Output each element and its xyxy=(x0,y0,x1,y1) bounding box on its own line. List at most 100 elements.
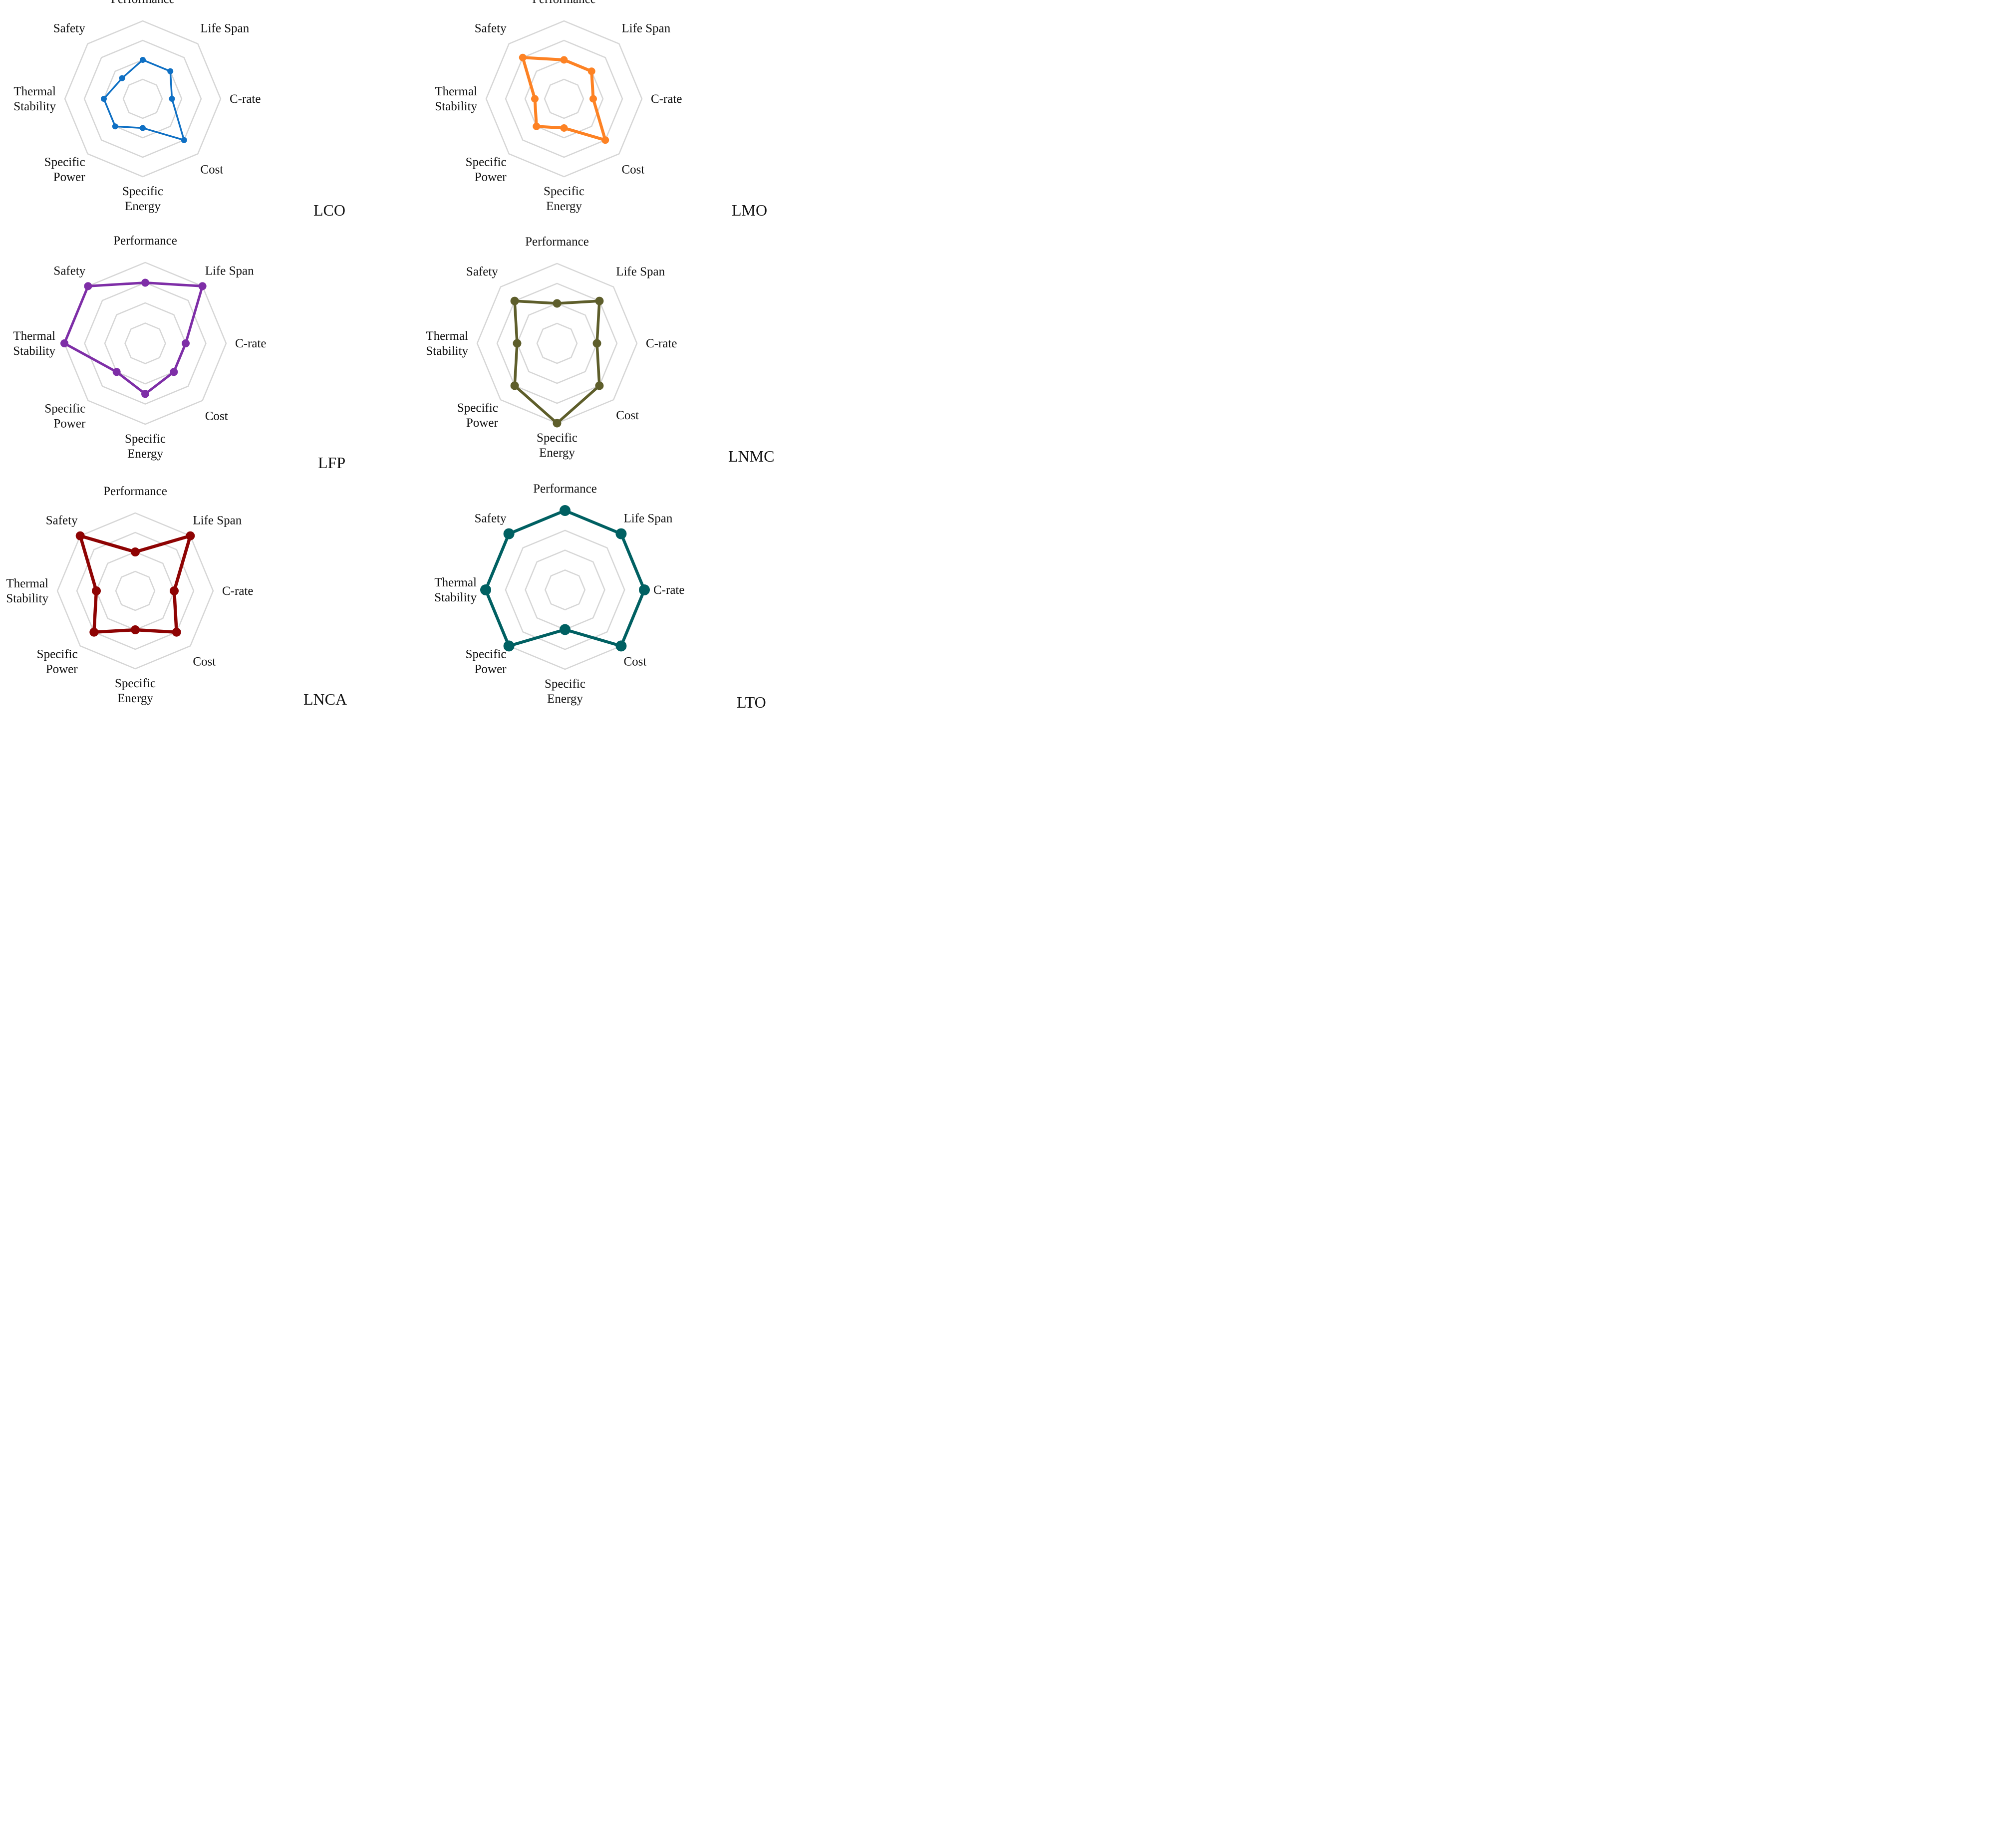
grid-ring-2 xyxy=(525,549,605,630)
axis-label-specific-energy: Specific Energy xyxy=(537,431,577,460)
radar-chart-figure: Performance Life Span C-rate Cost SpecificEn… xyxy=(6,0,774,711)
data-point-lnca-life-span xyxy=(186,531,195,540)
data-point-lnmc-thermal-stability xyxy=(513,339,522,348)
data-point-lnca-specific-energy xyxy=(131,625,140,634)
data-point-lnmc-safety xyxy=(510,296,519,305)
data-point-lfp-performance xyxy=(141,278,149,287)
axis-label-c-rate: C-rate xyxy=(653,583,684,597)
data-point-lnmc-specific-power xyxy=(510,381,519,390)
axis-label-specific-power: Specific Power xyxy=(44,402,86,431)
data-point-lto-specific-power xyxy=(503,640,515,652)
grid-ring-2 xyxy=(103,59,183,139)
grid-ring-2 xyxy=(95,551,175,631)
grid-ring-1 xyxy=(115,570,156,611)
radar-panel-lmo: Performance Life Span C-rate Cost SpecificEn… xyxy=(435,0,767,219)
axis-label-performance: Performance xyxy=(532,0,596,6)
axis-label-safety: Safety xyxy=(53,264,85,277)
grid-ring-1 xyxy=(536,322,578,364)
data-point-lto-life-span xyxy=(615,528,627,539)
axis-label-specific-power: Specific Power xyxy=(457,401,499,430)
axis-label-life-span: Life Span xyxy=(624,512,673,525)
grid-ring-3 xyxy=(505,529,625,650)
axis-label-c-rate: C-rate xyxy=(222,584,253,598)
grid-ring-3 xyxy=(496,282,618,404)
grid-ring-1 xyxy=(544,569,586,611)
axis-label-specific-energy: Specific Energy xyxy=(544,185,584,213)
data-point-lnca-safety xyxy=(75,531,85,540)
data-point-lmo-specific-power xyxy=(533,122,541,130)
axis-label-life-span: Life Span xyxy=(205,264,254,277)
axis-label-thermal-stability: Thermal Stability xyxy=(426,329,468,358)
data-point-lmo-performance xyxy=(560,56,568,64)
axis-label-specific-energy: Specific Energy xyxy=(545,677,585,706)
axis-label-c-rate: C-rate xyxy=(651,92,682,106)
panel-title-lnmc: LNMC xyxy=(728,447,774,465)
axis-label-cost: Cost xyxy=(621,163,644,176)
axis-label-cost: Cost xyxy=(193,655,216,668)
axis-label-c-rate: C-rate xyxy=(230,92,261,106)
grid-ring-4 xyxy=(485,20,643,178)
data-point-lnca-c-rate xyxy=(170,586,179,595)
data-point-lco-cost xyxy=(181,137,187,143)
axis-label-specific-energy: Specific Energy xyxy=(125,432,166,461)
data-point-lco-safety xyxy=(119,75,125,81)
data-point-lfp-life-span xyxy=(198,282,207,290)
data-point-lmo-specific-energy xyxy=(560,124,568,132)
radar-panel-lco: Performance Life Span C-rate Cost SpecificEn… xyxy=(13,0,345,219)
axis-label-thermal-stability: Thermal Stability xyxy=(435,85,477,113)
data-point-lco-c-rate xyxy=(169,96,175,102)
axis-label-cost: Cost xyxy=(200,163,223,176)
data-point-lnmc-life-span xyxy=(595,296,604,305)
data-point-lmo-thermal-stability xyxy=(531,95,539,103)
data-point-lfp-thermal-stability xyxy=(60,339,68,347)
data-point-lco-life-span xyxy=(167,68,174,74)
data-point-lnmc-c-rate xyxy=(592,339,601,348)
grid-ring-2 xyxy=(524,59,604,139)
grid-ring-4 xyxy=(56,512,214,670)
panel-title-lfp: LFP xyxy=(318,454,345,472)
data-point-lmo-safety xyxy=(519,53,527,61)
data-point-lfp-safety xyxy=(84,282,92,290)
axis-label-c-rate: C-rate xyxy=(235,337,266,350)
axis-label-performance: Performance xyxy=(525,235,589,249)
data-point-lnca-performance xyxy=(131,547,140,556)
grid-ring-4 xyxy=(476,263,638,424)
axis-label-performance: Performance xyxy=(103,485,167,498)
data-point-lfp-specific-power xyxy=(112,368,121,376)
radar-panel-lnca: Performance Life Span C-rate Cost Specific En… xyxy=(6,485,347,708)
data-point-lnmc-specific-energy xyxy=(553,419,562,428)
radar-panel-lnmc: Performance Life Span C-rate Cost Specific En… xyxy=(426,235,774,465)
axis-label-safety: Safety xyxy=(53,22,85,35)
axis-label-thermal-stability: Thermal Stability xyxy=(434,576,477,604)
data-point-lco-specific-power xyxy=(112,123,118,130)
axis-label-life-span: Life Span xyxy=(616,265,665,278)
radar-panel-lto: Performance Life Span C-rate Cost Specific En… xyxy=(434,482,766,711)
series-line-lfp xyxy=(63,281,204,395)
grid-ring-2 xyxy=(516,302,598,384)
axis-label-c-rate: C-rate xyxy=(646,337,677,350)
data-point-lfp-c-rate xyxy=(182,339,190,347)
axis-label-specific-power: Specific Power xyxy=(44,155,86,184)
data-point-lnmc-cost xyxy=(595,381,604,390)
data-point-lco-performance xyxy=(140,57,146,63)
axis-label-safety: Safety xyxy=(475,512,507,525)
data-point-lto-performance xyxy=(560,505,571,516)
data-point-lto-cost xyxy=(615,640,627,652)
grid-ring-1 xyxy=(544,78,584,119)
axis-label-safety: Safety xyxy=(46,514,78,527)
axis-label-safety: Safety xyxy=(466,265,498,278)
data-point-lco-thermal-stability xyxy=(101,96,107,102)
axis-label-specific-energy: Specific Energy xyxy=(115,677,156,705)
data-point-lnmc-performance xyxy=(553,299,562,308)
axis-label-specific-power: Specific Power xyxy=(466,648,507,676)
axis-label-specific-power: Specific Power xyxy=(466,155,507,184)
axis-label-safety: Safety xyxy=(475,22,507,35)
grid-ring-2 xyxy=(104,302,187,385)
axis-label-performance: Performance xyxy=(533,482,597,496)
axis-label-life-span: Life Span xyxy=(621,22,670,35)
axis-label-cost: Cost xyxy=(616,409,639,422)
grid-ring-3 xyxy=(505,39,623,158)
axis-label-thermal-stability: Thermal Stability xyxy=(6,577,48,605)
axis-label-specific-energy: Specific Energy xyxy=(122,185,163,213)
panel-title-lnca: LNCA xyxy=(303,690,347,708)
